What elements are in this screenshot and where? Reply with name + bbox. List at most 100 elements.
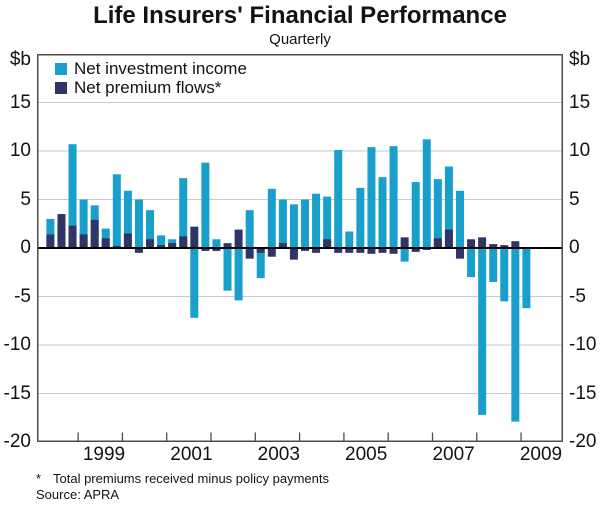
- y-axis-label-left-0: 0: [20, 237, 31, 258]
- bar-net-investment-income-q14: [190, 248, 199, 318]
- bar-net-investment-income-q24: [301, 199, 310, 248]
- x-axis-label-2009: 2009: [519, 444, 563, 465]
- plot-area: [37, 54, 563, 442]
- bar-net-investment-income-q23: [289, 204, 298, 248]
- legend-item-net-investment-income: Net investment income: [55, 60, 247, 78]
- bar-net-investment-income-q19: [245, 210, 254, 248]
- legend-item-net-premium-flows: Net premium flows*: [55, 79, 247, 97]
- bar-net-investment-income-q39: [467, 248, 476, 278]
- bar-net-investment-income-q1: [46, 218, 55, 248]
- bar-net-premium-flows-q9: [134, 248, 143, 253]
- bar-net-investment-income-q11: [157, 235, 166, 248]
- bar-net-premium-flows-q39: [467, 239, 476, 248]
- bar-net-premium-flows-q30: [367, 248, 376, 254]
- bar-net-investment-income-q34: [411, 182, 420, 248]
- bar-net-premium-flows-q27: [334, 248, 343, 253]
- bar-net-investment-income-q35: [422, 139, 431, 248]
- x-axis-label-2005: 2005: [345, 444, 388, 465]
- source-line: Source: APRA: [36, 487, 120, 502]
- bar-net-investment-income-q37: [444, 166, 453, 248]
- bar-net-premium-flows-q21: [267, 248, 276, 257]
- legend-swatch-net-investment-income-icon: [55, 63, 67, 75]
- y-axis-label-left--20: -20: [3, 431, 31, 452]
- legend: Net investment income Net premium flows*: [55, 60, 247, 98]
- bar-net-investment-income-q25: [312, 193, 321, 248]
- bar-net-investment-income-q4: [79, 199, 88, 248]
- bar-net-premium-flows-q18: [234, 229, 243, 248]
- bar-net-premium-flows-q36: [433, 238, 442, 248]
- bar-net-premium-flows-q14: [190, 226, 199, 248]
- bar-net-premium-flows-q42: [500, 245, 509, 248]
- bar-net-premium-flows-q29: [356, 248, 365, 253]
- y-axis-unit-right: $b: [569, 49, 591, 70]
- chart-title: Life Insurers' Financial Performance: [93, 2, 507, 29]
- bar-net-investment-income-q36: [433, 179, 442, 248]
- bar-net-premium-flows-q5: [90, 219, 99, 248]
- bar-net-investment-income-q42: [500, 248, 509, 302]
- bar-net-investment-income-q20: [256, 248, 265, 279]
- y-axis-label-right-15: 15: [569, 91, 591, 113]
- bar-net-premium-flows-q11: [157, 245, 166, 248]
- bar-net-investment-income-q21: [267, 188, 276, 248]
- bar-net-investment-income-q8: [123, 190, 132, 248]
- bar-net-premium-flows-q28: [345, 248, 354, 253]
- bar-net-investment-income-q29: [356, 187, 365, 248]
- bar-net-investment-income-q40: [478, 248, 487, 415]
- y-axis-label-left--10: -10: [3, 334, 31, 355]
- bar-net-investment-income-q3: [68, 144, 77, 248]
- bar-net-premium-flows-q23: [289, 248, 298, 260]
- y-axis-label-right--5: -5: [569, 285, 586, 307]
- bar-net-investment-income-q30: [367, 147, 376, 248]
- bar-net-premium-flows-q8: [123, 233, 132, 248]
- bar-net-premium-flows-q15: [201, 248, 210, 251]
- bar-net-premium-flows-q20: [256, 248, 265, 253]
- y-axis-label-left-5: 5: [20, 188, 31, 210]
- bar-net-premium-flows-q34: [411, 248, 420, 252]
- bar-net-premium-flows-q12: [168, 243, 177, 248]
- legend-label-net-premium-flows: Net premium flows*: [74, 78, 222, 97]
- bar-net-investment-income-q18: [234, 248, 243, 301]
- chart-subtitle: Quarterly: [269, 31, 331, 48]
- bar-net-premium-flows-q3: [68, 225, 77, 248]
- bar-net-investment-income-q33: [400, 248, 409, 262]
- bar-net-premium-flows-q6: [101, 238, 110, 248]
- bar-net-investment-income-q28: [345, 231, 354, 248]
- bar-net-investment-income-q16: [212, 239, 221, 248]
- bar-net-investment-income-q9: [134, 199, 143, 248]
- bar-net-premium-flows-q33: [400, 237, 409, 248]
- footnote: * Total premiums received minus policy pa…: [36, 471, 329, 486]
- y-axis-label-left--15: -15: [3, 382, 31, 404]
- bar-net-investment-income-q26: [323, 196, 332, 248]
- legend-label-net-investment-income: Net investment income: [74, 59, 247, 78]
- bar-net-premium-flows-q16: [212, 248, 221, 251]
- bar-net-premium-flows-q26: [323, 239, 332, 248]
- x-axis-label-2001: 2001: [170, 444, 213, 465]
- x-axis-label-2003: 2003: [257, 444, 300, 465]
- bar-net-investment-income-q44: [522, 248, 531, 309]
- y-axis-label-right-10: 10: [569, 140, 591, 161]
- bar-net-premium-flows-q41: [489, 244, 498, 248]
- bar-net-investment-income-q10: [146, 210, 155, 248]
- bar-net-premium-flows-q24: [301, 248, 310, 251]
- bar-net-investment-income-q27: [334, 150, 343, 248]
- bar-net-premium-flows-q32: [389, 248, 398, 254]
- bar-net-premium-flows-q19: [245, 248, 254, 259]
- bar-net-premium-flows-q38: [455, 248, 464, 259]
- bar-net-investment-income-q17: [223, 248, 232, 291]
- footnote-marker: *: [36, 471, 42, 486]
- bar-net-premium-flows-q22: [278, 243, 287, 248]
- legend-swatch-net-premium-flows-icon: [55, 82, 67, 94]
- x-axis-label-1999: 1999: [82, 444, 126, 465]
- plot-border: [37, 54, 563, 442]
- y-axis-label-left-15: 15: [9, 91, 31, 113]
- bar-net-investment-income-q41: [489, 248, 498, 282]
- bar-net-premium-flows-q10: [146, 239, 155, 248]
- y-axis-label-right--15: -15: [569, 382, 597, 404]
- bar-net-premium-flows-q2: [57, 214, 66, 248]
- bar-net-investment-income-q43: [511, 248, 520, 422]
- y-axis-unit-left: $b: [9, 49, 31, 70]
- bar-net-premium-flows-q13: [179, 236, 188, 248]
- bar-net-premium-flows-q4: [79, 234, 88, 248]
- y-axis-label-right-5: 5: [569, 188, 580, 210]
